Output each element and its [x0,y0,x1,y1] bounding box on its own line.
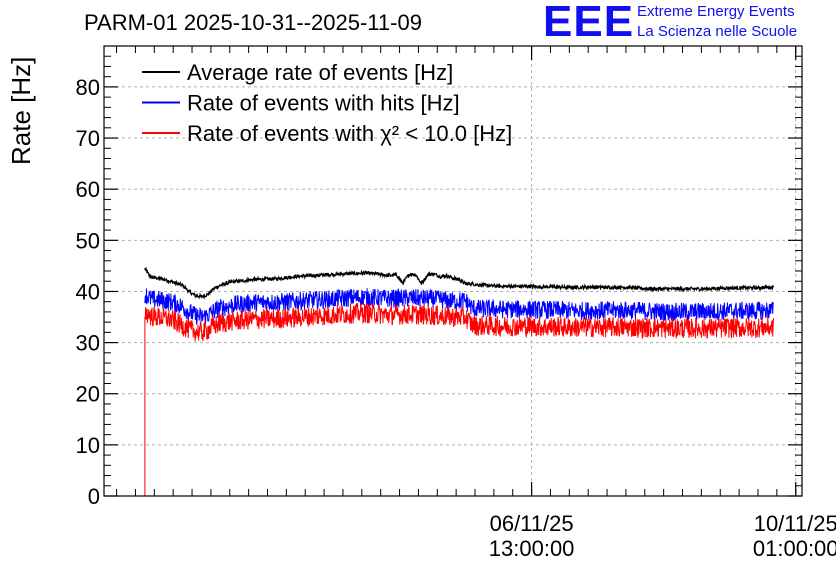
chart-title: PARM-01 2025-10-31--2025-11-09 [84,10,422,35]
grid-lines [104,46,802,496]
legend: Average rate of events [Hz] Rate of event… [142,60,512,146]
x-tick-date: 10/11/25 [754,511,836,536]
y-tick-label: 70 [76,126,100,151]
y-tick-label: 40 [76,279,100,304]
series-line-2 [144,288,774,325]
legend-label-3: Rate of events with χ² < 10.0 [Hz] [187,121,512,146]
y-tick-label: 60 [76,177,100,202]
y-tick-label: 80 [76,75,100,100]
legend-label-2: Rate of events with hits [Hz] [187,91,460,116]
x-tick-date: 06/11/25 [490,511,574,536]
logo-line-1: Extreme Energy Events [637,3,795,20]
y-tick-label: 30 [76,331,100,356]
y-tick-labels: 0 10 20 30 40 50 60 70 80 [76,75,100,509]
plot-series [144,266,775,496]
y-tick-label: 10 [76,433,100,458]
y-tick-label: 20 [76,382,100,407]
x-tick-time: 13:00:00 [489,536,575,561]
y-tick-label: 0 [88,484,100,509]
legend-label-1: Average rate of events [Hz] [187,60,453,85]
y-tick-label: 50 [76,228,100,253]
eee-logo: EEE [543,0,635,46]
logo-line-2: La Scienza nelle Scuole [637,23,798,40]
series-line-3 [144,303,774,496]
x-tick-time: 01:00:00 [753,536,836,561]
axis-ticks [104,45,802,497]
plot-frame [103,45,803,497]
series-line-1 [144,266,775,300]
